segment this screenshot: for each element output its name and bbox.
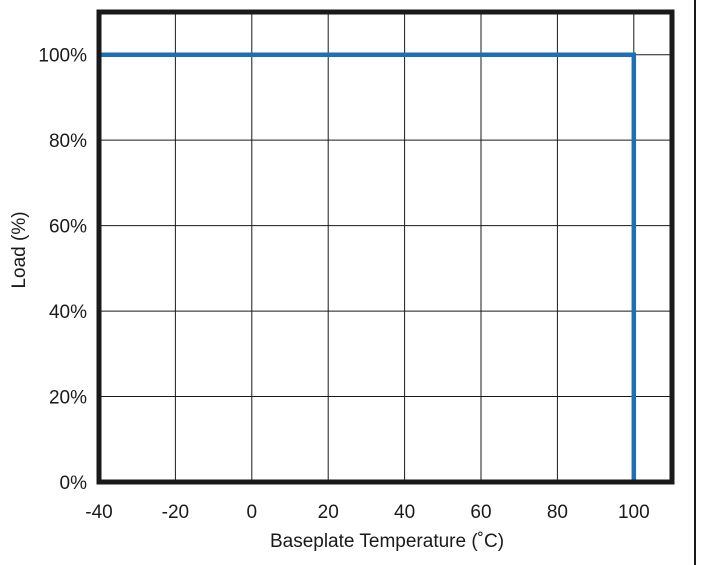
y-tick-label: 100% [38, 46, 87, 67]
x-tick-label: 100 [618, 502, 650, 523]
y-tick-label: 40% [49, 302, 87, 323]
series-group [99, 52, 637, 482]
y-tick-label: 60% [49, 217, 87, 238]
y-axis-label: Load (%) [9, 211, 30, 288]
x-tick-labels: -40 -20 0 20 40 60 80 100 [85, 502, 649, 523]
x-tick-label: 0 [247, 502, 258, 523]
y-tick-labels: 0% 20% 40% 60% 80% 100% [38, 46, 87, 494]
y-tick-label: 80% [49, 131, 87, 152]
x-tick-label: 80 [547, 502, 568, 523]
grid-lines [98, 12, 672, 483]
plot-frame [96, 9, 675, 485]
x-axis-label: Baseplate Temperature (˚C) [270, 531, 504, 552]
y-tick-label: 20% [49, 388, 87, 409]
x-tick-label: 60 [470, 502, 491, 523]
x-tick-label: 40 [394, 502, 415, 523]
x-tick-label: 20 [318, 502, 339, 523]
y-tick-label: 0% [60, 473, 88, 494]
x-tick-label: -20 [162, 502, 189, 523]
x-tick-label: -40 [85, 502, 112, 523]
series-line [99, 52, 637, 482]
